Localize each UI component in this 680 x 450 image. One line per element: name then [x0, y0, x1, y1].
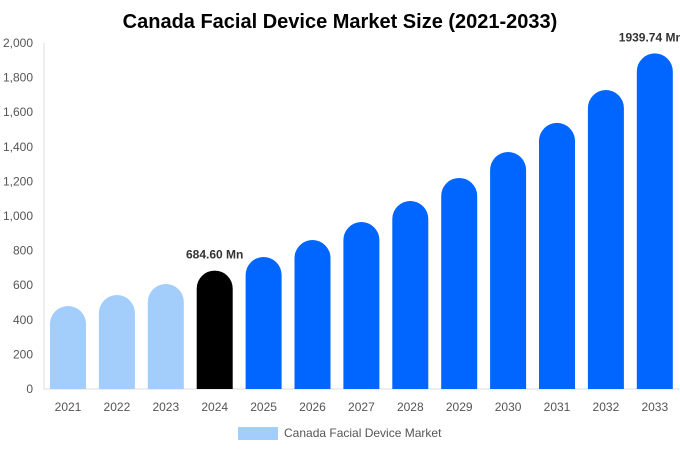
x-tick-label: 2026: [299, 400, 326, 414]
x-tick-label: 2021: [55, 400, 82, 414]
x-tick-label: 2024: [201, 400, 228, 414]
y-tick-label: 600: [13, 278, 33, 292]
y-tick-label: 1,800: [3, 71, 33, 85]
bar-2031[interactable]: [539, 122, 575, 390]
x-tick-label: 2023: [152, 400, 179, 414]
y-tick-label: 200: [13, 347, 33, 361]
y-tick-label: 1,000: [3, 209, 33, 223]
data-label: 1939.74 Mn: [619, 30, 680, 44]
x-tick-label: 2022: [104, 400, 131, 414]
bar-2025[interactable]: [245, 257, 282, 389]
y-tick-label: 1,600: [3, 105, 33, 119]
x-tick-label: 2027: [348, 400, 375, 414]
bar-2026[interactable]: [294, 240, 331, 389]
bar-2023[interactable]: [147, 283, 184, 389]
y-tick-label: 1,200: [3, 174, 33, 188]
y-tick-label: 1,400: [3, 140, 33, 154]
x-tick-label: 2029: [446, 400, 473, 414]
x-tick-label: 2030: [495, 400, 522, 414]
chart-title: Canada Facial Device Market Size (2021-2…: [123, 11, 558, 33]
bar-2028[interactable]: [392, 200, 429, 389]
y-tick-label: 0: [26, 382, 33, 396]
bar-2027[interactable]: [343, 222, 380, 389]
x-tick-label: 2025: [250, 400, 277, 414]
y-tick-label: 400: [13, 313, 33, 327]
bar-2021[interactable]: [50, 305, 86, 389]
x-tick-label: 2032: [593, 400, 620, 414]
legend-swatch[interactable]: [238, 427, 278, 440]
bar-2022[interactable]: [98, 295, 135, 389]
data-label: 684.60 Mn: [186, 248, 243, 262]
bar-2029[interactable]: [441, 177, 478, 389]
bar-2024[interactable]: [196, 270, 233, 389]
bar-2032[interactable]: [587, 90, 624, 390]
legend-label[interactable]: Canada Facial Device Market: [284, 426, 442, 440]
y-tick-label: 2,000: [3, 36, 33, 50]
x-tick-label: 2028: [397, 400, 424, 414]
y-tick-label: 800: [13, 244, 33, 258]
bar-2033[interactable]: [636, 53, 673, 389]
bar-2030[interactable]: [490, 151, 527, 389]
x-tick-label: 2031: [544, 400, 571, 414]
x-tick-label: 2033: [641, 400, 668, 414]
